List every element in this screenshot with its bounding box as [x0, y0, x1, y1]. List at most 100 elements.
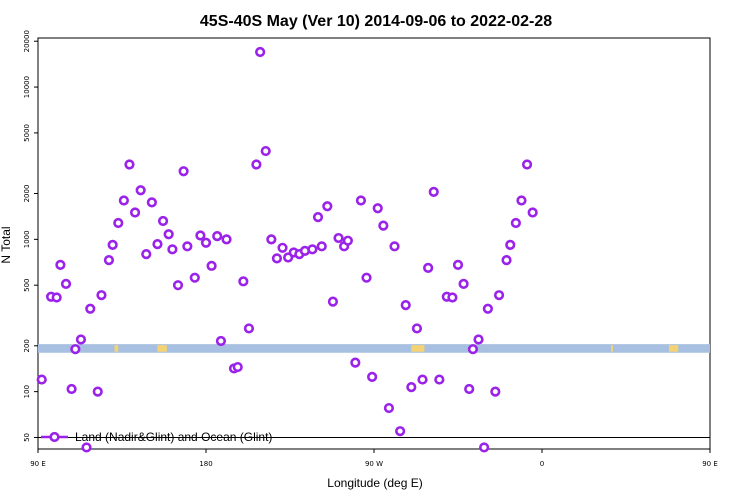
data-point [322, 201, 333, 212]
data-point [266, 234, 277, 245]
data-point [260, 145, 271, 157]
data-point [277, 242, 288, 253]
data-point [467, 344, 479, 355]
data-point [251, 159, 262, 170]
x-axis: 90 E 180 90 W 0 90 E [30, 449, 718, 468]
data-point [271, 253, 283, 264]
data-point [70, 344, 81, 355]
data-point [372, 203, 383, 214]
data-point [452, 259, 464, 270]
data-point [510, 217, 521, 229]
data-point [501, 255, 512, 266]
data-point [400, 300, 411, 311]
y-axis-label: N Total [0, 226, 13, 263]
scatter-series [36, 46, 538, 453]
legend-entry: Land (Nadir&Glint) and Ocean (Glint) [75, 430, 272, 444]
data-point [215, 335, 227, 347]
data-point [113, 217, 124, 229]
y-tick-label: 1000 [23, 230, 31, 248]
band-land-segment [114, 345, 119, 352]
x-tick-label: 0 [540, 460, 544, 468]
data-point [417, 374, 428, 385]
data-point [406, 382, 417, 393]
data-point [316, 241, 327, 252]
chart-title: 45S-40S May (Ver 10) 2014-09-06 to 2022-… [200, 13, 552, 30]
data-point [327, 296, 339, 307]
data-point [378, 220, 389, 231]
data-point [221, 234, 232, 245]
data-point [333, 232, 344, 244]
y-tick-label: 100 [23, 385, 31, 398]
data-point [212, 231, 223, 242]
data-point [243, 323, 255, 334]
legend-marker [49, 431, 60, 443]
data-point [395, 426, 406, 437]
data-point [66, 383, 77, 395]
data-point [428, 186, 439, 197]
data-point [178, 166, 189, 177]
x-tick-label: 90 E [702, 460, 718, 468]
reference-band [38, 344, 710, 353]
data-point [129, 207, 141, 218]
band-land-segment [157, 345, 167, 352]
data-point [434, 374, 445, 385]
data-point [389, 241, 400, 252]
data-point [423, 262, 434, 273]
data-point [200, 237, 212, 248]
band-land-segment [411, 345, 425, 352]
data-point [458, 278, 469, 289]
y-tick-label: 10000 [23, 76, 31, 98]
data-point [490, 386, 501, 397]
data-point [55, 259, 66, 270]
data-point [206, 260, 217, 271]
data-point [342, 235, 353, 246]
data-point [182, 241, 193, 252]
data-point [189, 272, 200, 283]
data-point [521, 159, 533, 170]
y-tick-label: 500 [23, 279, 31, 292]
y-axis: 50 100 200 500 1000 2000 5000 10000 20000 [23, 30, 38, 442]
data-point [92, 386, 103, 397]
band-rect [38, 344, 710, 353]
band-land-segment [668, 345, 679, 352]
data-point [96, 290, 107, 301]
band-land-segment [611, 345, 613, 352]
data-point [312, 211, 324, 223]
data-point [60, 278, 72, 289]
data-point [482, 303, 493, 314]
data-point [85, 303, 96, 314]
data-point [81, 442, 92, 453]
data-point [473, 334, 484, 345]
data-point [195, 230, 206, 241]
plot-frame [37, 37, 711, 450]
data-point [51, 292, 62, 303]
data-point [163, 229, 174, 240]
x-tick-label: 90 W [365, 460, 383, 468]
legend: Land (Nadir&Glint) and Ocean (Glint) [41, 430, 272, 444]
data-point [350, 357, 361, 368]
data-point [107, 239, 118, 250]
y-tick-label: 50 [23, 433, 31, 442]
data-point [103, 255, 115, 266]
data-point [447, 292, 458, 303]
data-point [527, 207, 538, 218]
data-point [361, 272, 372, 283]
data-point [118, 195, 129, 206]
x-axis-label: Longitude (deg E) [327, 476, 422, 490]
y-tick-label: 5000 [23, 124, 31, 142]
data-point [411, 323, 423, 334]
data-point [383, 402, 395, 414]
data-point [255, 46, 266, 58]
data-point [232, 361, 243, 373]
data-point [479, 442, 490, 453]
y-tick-label: 200 [23, 339, 31, 352]
data-point [464, 383, 475, 395]
data-point [167, 244, 178, 255]
x-tick-label: 90 E [30, 460, 46, 468]
data-point [124, 159, 135, 170]
data-point [157, 215, 169, 227]
x-tick-label: 180 [199, 460, 212, 468]
data-point [146, 197, 157, 208]
data-point [307, 244, 318, 255]
